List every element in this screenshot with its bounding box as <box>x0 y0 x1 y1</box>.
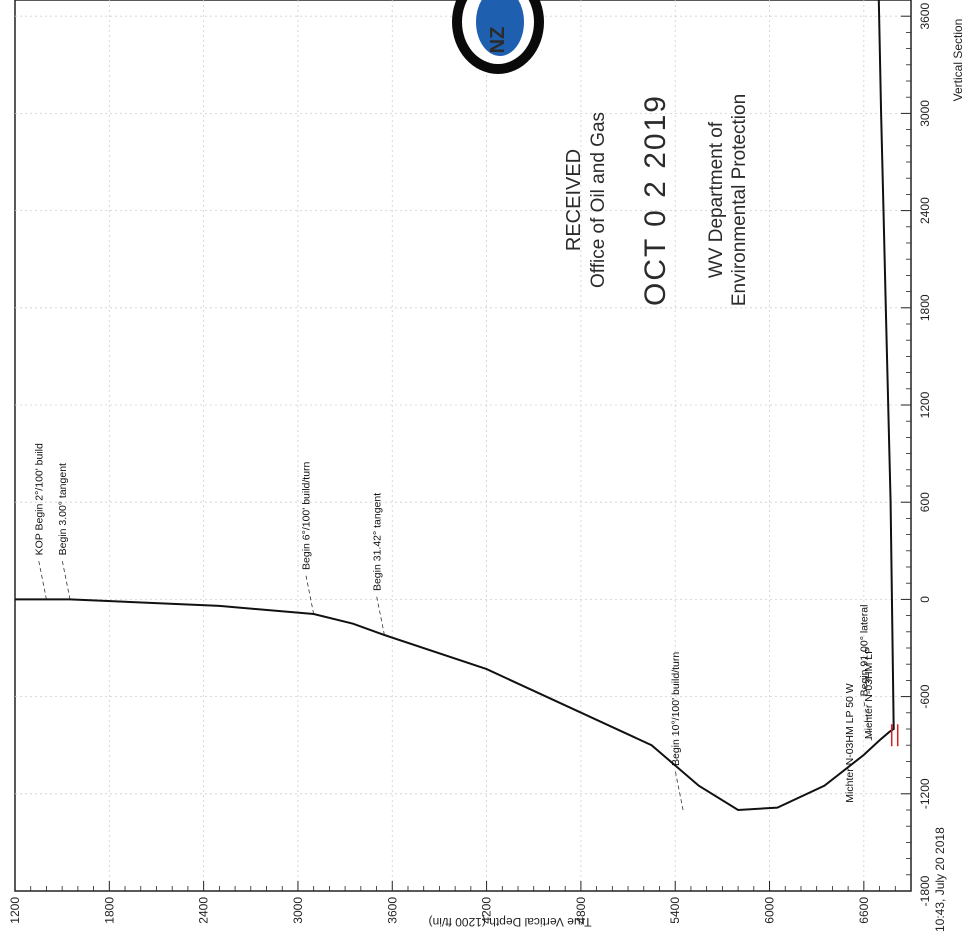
received-stamp: RECEIVED Office of Oil and Gas OCT 0 2 2… <box>563 94 750 306</box>
grid <box>15 0 911 891</box>
annotation-leader <box>305 573 315 615</box>
tick-label-vs: -1800 <box>918 875 932 906</box>
annotation-label: KOP Begin 2°/100' build <box>33 443 45 555</box>
tick-labels: 1200 1800 2400 3000 3600 4200 4800 5400 6000 6600… <box>8 3 932 924</box>
target-label-1: Michter N-03HM LP 50 W <box>844 683 856 803</box>
tick-label-vs: 2400 <box>918 197 932 224</box>
annotation-leader <box>674 769 684 811</box>
logo-text: NZ <box>487 27 509 54</box>
tick-label-tvd: 6000 <box>763 897 777 924</box>
annotation-label: Begin 31.42° tangent <box>371 493 383 591</box>
tick-label-vs: 1200 <box>918 391 932 418</box>
stamp-received: RECEIVED <box>563 149 585 251</box>
plot-frame <box>14 0 912 892</box>
well-path-line <box>15 0 895 812</box>
target-label-2: Michter N-03HM LP <box>863 647 875 739</box>
tick-label-vs: 3600 <box>918 3 932 30</box>
tick-label-tvd: 1800 <box>102 897 116 924</box>
tick-label-tvd: 6600 <box>857 897 871 924</box>
stamp-date: OCT 0 2 2019 <box>639 94 672 306</box>
axis-ticks <box>14 0 912 892</box>
annotation-leader <box>38 559 47 600</box>
annotation-label: Begin 6°/100' build/turn <box>301 461 313 570</box>
tick-label-tvd: 5400 <box>668 897 682 924</box>
tick-label-vs: 1800 <box>918 294 932 321</box>
annotation-label: Begin 91.00° lateral <box>859 605 871 697</box>
annotation-labels: KOP Begin 2°/100' build Begin 3.00° tange… <box>33 443 870 766</box>
y-axis-label: True Vertical Depth (1200 ft/in) <box>429 915 592 929</box>
tick-label-vs: -1200 <box>918 778 932 809</box>
footer-timestamp: 10:43, July 20 2018 <box>933 827 947 932</box>
x-axis-label: Vertical Section <box>951 19 965 102</box>
annotation-leader <box>376 594 385 636</box>
stamp-env: Environmental Protection <box>729 94 750 306</box>
tick-label-tvd: 4800 <box>574 897 588 924</box>
stamp-office: Office of Oil and Gas <box>588 112 609 288</box>
tick-label-vs: 0 <box>918 596 932 603</box>
company-logo: NZ <box>452 0 544 74</box>
annotation-label: Begin 3.00° tangent <box>57 463 69 555</box>
tick-label-tvd: 1200 <box>8 897 22 924</box>
tick-label-vs: 3000 <box>918 100 932 127</box>
tick-label-tvd: 3000 <box>291 897 305 924</box>
tick-label-tvd: 3600 <box>385 897 399 924</box>
annotation-label: Begin 10°/100' build/turn <box>670 652 682 766</box>
annotation-leader <box>61 559 71 600</box>
tick-label-tvd: 4200 <box>480 897 494 924</box>
target-marker <box>890 724 899 747</box>
tick-label-tvd: 2400 <box>197 897 211 924</box>
tick-label-vs: -600 <box>918 684 932 708</box>
stamp-dept: WV Department of <box>706 121 727 278</box>
annotation-leaders <box>38 559 873 811</box>
tick-label-vs: 600 <box>918 492 932 512</box>
